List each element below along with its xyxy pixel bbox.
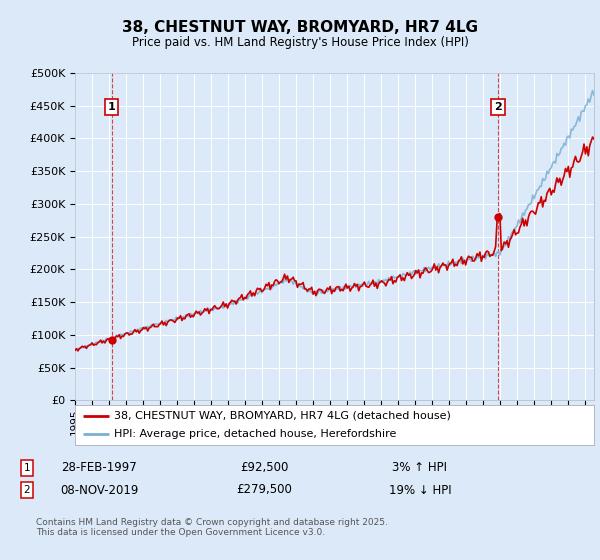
Text: 38, CHESTNUT WAY, BROMYARD, HR7 4LG: 38, CHESTNUT WAY, BROMYARD, HR7 4LG (122, 20, 478, 35)
Text: 28-FEB-1997: 28-FEB-1997 (61, 461, 137, 474)
Text: 1: 1 (108, 102, 115, 112)
Text: £279,500: £279,500 (236, 483, 292, 497)
Text: 1: 1 (23, 463, 31, 473)
Text: 2: 2 (23, 485, 31, 495)
Text: 19% ↓ HPI: 19% ↓ HPI (389, 483, 451, 497)
Text: £92,500: £92,500 (240, 461, 288, 474)
Text: HPI: Average price, detached house, Herefordshire: HPI: Average price, detached house, Here… (114, 430, 397, 439)
Text: Price paid vs. HM Land Registry's House Price Index (HPI): Price paid vs. HM Land Registry's House … (131, 36, 469, 49)
Text: Contains HM Land Registry data © Crown copyright and database right 2025.
This d: Contains HM Land Registry data © Crown c… (36, 518, 388, 538)
Text: 2: 2 (494, 102, 502, 112)
Text: 38, CHESTNUT WAY, BROMYARD, HR7 4LG (detached house): 38, CHESTNUT WAY, BROMYARD, HR7 4LG (det… (114, 411, 451, 421)
Text: 08-NOV-2019: 08-NOV-2019 (60, 483, 138, 497)
Text: 3% ↑ HPI: 3% ↑ HPI (392, 461, 448, 474)
